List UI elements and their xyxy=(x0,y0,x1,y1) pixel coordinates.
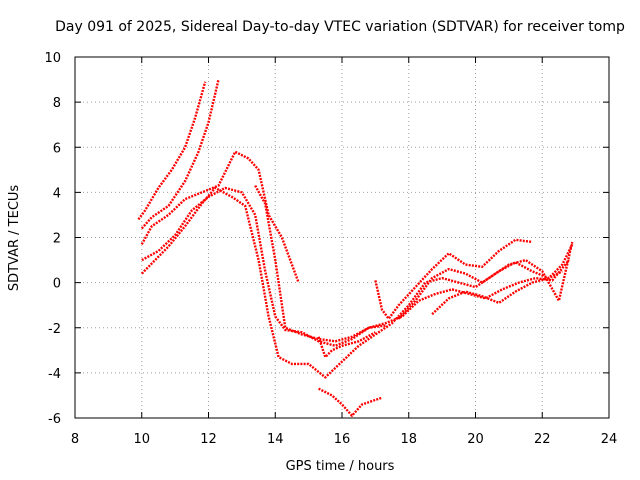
series-track-7 xyxy=(317,331,376,359)
y-tick-label: -4 xyxy=(48,367,61,382)
series-track-10 xyxy=(431,243,574,316)
x-tick-label: 16 xyxy=(334,432,351,447)
series-track-5 xyxy=(141,186,570,347)
x-tick-label: 18 xyxy=(400,432,417,447)
series-track-3 xyxy=(140,150,300,284)
chart-title: Day 091 of 2025, Sidereal Day-to-day VTE… xyxy=(55,19,625,35)
series-group xyxy=(137,79,574,417)
x-tick-label: 20 xyxy=(467,432,484,447)
series-track-11 xyxy=(397,261,563,320)
y-tick-label: 4 xyxy=(53,186,61,201)
y-tick-label: 10 xyxy=(44,51,61,66)
x-tick-label: 12 xyxy=(200,432,217,447)
x-tick-label: 24 xyxy=(601,432,618,447)
series-track-6 xyxy=(254,185,386,343)
y-tick-label: 2 xyxy=(53,232,61,247)
y-axis-label: SDTVAR / TECUs xyxy=(7,185,22,292)
series-track-8 xyxy=(318,387,383,417)
x-axis-label: GPS time / hours xyxy=(286,459,395,474)
y-tick-label: -2 xyxy=(48,322,61,337)
series-track-1 xyxy=(137,81,207,221)
y-tick-label: 6 xyxy=(53,141,61,156)
x-tick-label: 14 xyxy=(267,432,284,447)
series-track-9 xyxy=(374,238,533,320)
x-tick-label: 8 xyxy=(71,432,79,447)
y-tick-label: -6 xyxy=(48,412,61,427)
y-tick-label: 0 xyxy=(53,277,61,292)
series-track-2 xyxy=(140,79,220,230)
x-tick-label: 22 xyxy=(534,432,551,447)
x-tick-label: 10 xyxy=(133,432,150,447)
y-tick-label: 8 xyxy=(53,96,61,111)
grid xyxy=(75,57,609,418)
